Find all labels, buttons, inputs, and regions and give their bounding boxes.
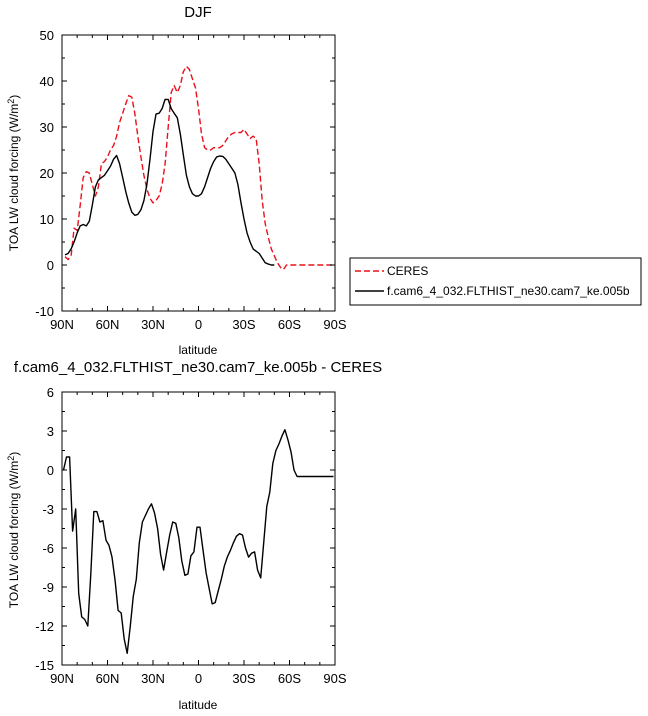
top-y-tick-label: 0: [47, 258, 54, 273]
bottom-y-tick-label: -3: [42, 502, 54, 517]
bottom-x-tick-label: 30N: [141, 671, 165, 686]
legend: CERES f.cam6_4_032.FLTHIST_ne30.cam7_ke.…: [349, 257, 642, 306]
top-plot-frame: [61, 34, 336, 312]
legend-box: [349, 257, 642, 306]
top-y-axis-label-main: TOA LW cloud forcing (W/m: [7, 104, 21, 252]
top-axes-group: 90N 60N 30N 0 30S 60S 90S -10 0 10 20 30 40 50: [35, 28, 347, 332]
bottom-series-group: [62, 429, 334, 654]
top-x-tick-label: 90N: [50, 317, 74, 332]
bottom-y-axis-label-sup: 2: [6, 456, 16, 461]
bottom-plot-frame: [61, 391, 336, 666]
top-x-tick-label: 30N: [141, 317, 165, 332]
top-y-tick-label: 50: [40, 28, 54, 43]
bottom-y-tick-label: 6: [47, 385, 54, 400]
top-y-tick-label: -10: [35, 304, 54, 319]
bottom-axes-group: 90N 60N 30N 0 30S 60S 90S -15 -12 -9 -6 -3 0 3 6: [35, 385, 347, 686]
top-x-tick-label: 60S: [278, 317, 301, 332]
top-x-tick-label: 0: [195, 317, 202, 332]
bottom-y-tick-label: -12: [35, 619, 54, 634]
top-series-line-f-cam6-4-032-flthist-ne30-cam7-ke-005b: [64, 98, 275, 266]
top-y-axis-label: TOA LW cloud forcing (W/m2): [6, 95, 21, 252]
bottom-x-tick-label: 60S: [278, 671, 301, 686]
bottom-x-tick-label: 90S: [323, 671, 346, 686]
bottom-y-tick-label: -9: [42, 580, 54, 595]
top-chart: DJF 90N 60N 30N 0 30S 60S 90S -10 0 10 20 30 40 50 la…: [6, 4, 347, 357]
top-x-axis-label: latitude: [179, 343, 218, 357]
bottom-chart-title: f.cam6_4_032.FLTHIST_ne30.cam7_ke.005b -…: [14, 359, 382, 376]
top-y-tick-label: 10: [40, 212, 54, 227]
bottom-x-tick-label: 30S: [232, 671, 255, 686]
top-series-line-ceres: [64, 65, 332, 271]
bottom-y-axis-label-close: ): [7, 452, 21, 456]
bottom-y-axis-label-main: TOA LW cloud forcing (W/m: [7, 461, 21, 609]
bottom-y-tick-label: -6: [42, 541, 54, 556]
top-y-axis-label-sup: 2: [6, 99, 16, 104]
bottom-y-tick-label: 3: [47, 424, 54, 439]
top-y-axis-label-close: ): [7, 95, 21, 99]
bottom-x-tick-label: 0: [195, 671, 202, 686]
top-y-tick-label: 40: [40, 74, 54, 89]
bottom-x-axis-label: latitude: [179, 698, 218, 712]
legend-label-ceres: CERES: [387, 264, 428, 278]
top-x-tick-label: 30S: [232, 317, 255, 332]
bottom-y-tick-label: -15: [35, 658, 54, 673]
bottom-y-axis-label: TOA LW cloud forcing (W/m2): [6, 452, 21, 609]
top-x-tick-label: 90S: [323, 317, 346, 332]
top-y-tick-label: 30: [40, 120, 54, 135]
bottom-series-line-0: [62, 429, 334, 654]
bottom-y-tick-label: 0: [47, 463, 54, 478]
top-chart-title: DJF: [184, 4, 212, 21]
top-x-tick-label: 60N: [96, 317, 120, 332]
legend-label-model: f.cam6_4_032.FLTHIST_ne30.cam7_ke.005b: [387, 284, 630, 298]
top-series-group: [64, 65, 332, 271]
bottom-x-tick-label: 90N: [50, 671, 74, 686]
bottom-x-tick-label: 60N: [96, 671, 120, 686]
bottom-chart: f.cam6_4_032.FLTHIST_ne30.cam7_ke.005b -…: [6, 359, 382, 712]
top-y-tick-label: 20: [40, 166, 54, 181]
